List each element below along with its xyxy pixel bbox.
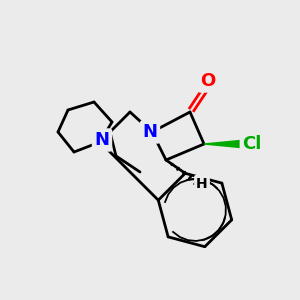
Text: H: H xyxy=(196,177,208,191)
Polygon shape xyxy=(204,140,240,148)
Text: N: N xyxy=(94,131,110,149)
Text: O: O xyxy=(200,72,216,90)
Text: N: N xyxy=(142,123,158,141)
Text: Cl: Cl xyxy=(242,135,262,153)
